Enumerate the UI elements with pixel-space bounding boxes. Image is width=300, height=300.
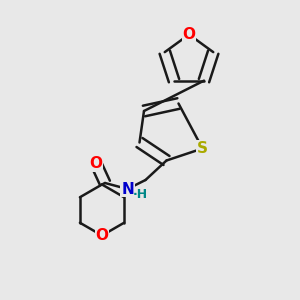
Text: ·H: ·H (133, 188, 148, 201)
Text: N: N (121, 182, 134, 196)
Text: O: O (182, 27, 196, 42)
Text: O: O (95, 228, 109, 243)
Text: O: O (89, 156, 103, 171)
Text: S: S (197, 141, 208, 156)
